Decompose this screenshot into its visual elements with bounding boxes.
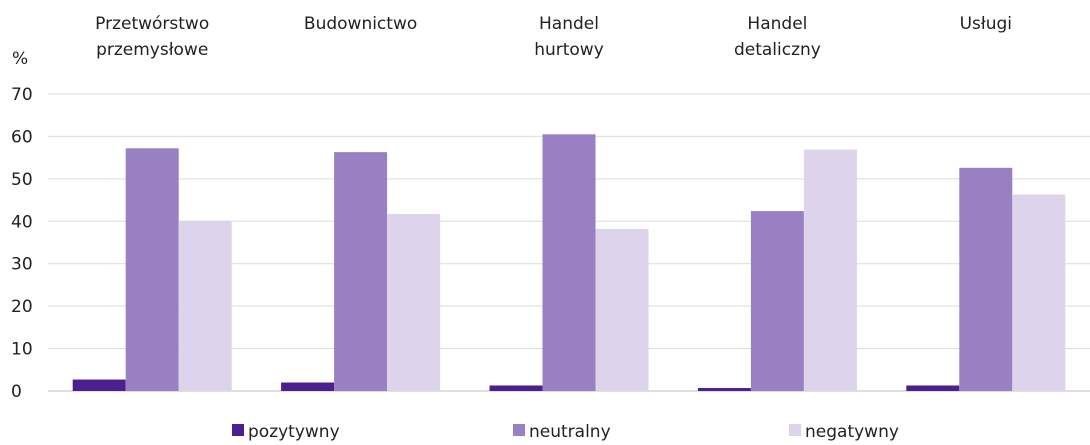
bar-negatywny-1 <box>387 214 441 391</box>
y-tick-label: 60 <box>11 127 33 147</box>
y-tick-label: 40 <box>11 212 33 232</box>
legend-swatch-negatywny <box>789 424 801 436</box>
category-labels: Przetwórstwo przemysłowe Budownictwo Handel… <box>95 14 1012 60</box>
legend: pozytywny neutralny negatywny <box>232 422 899 442</box>
bar-pozytywny-3 <box>697 388 751 391</box>
bar-negatywny-3 <box>803 149 857 391</box>
y-axis-unit-label: % <box>12 49 28 69</box>
bars <box>72 134 1066 392</box>
y-tick-label: 50 <box>11 170 33 190</box>
category-label: Handel <box>747 14 807 34</box>
legend-swatch-neutralny <box>513 424 525 436</box>
bar-pozytywny-1 <box>281 382 335 391</box>
bar-negatywny-4 <box>1012 194 1066 391</box>
legend-label-negatywny: negatywny <box>805 422 899 441</box>
bar-neutralny-3 <box>750 211 804 391</box>
bar-neutralny-2 <box>542 134 596 392</box>
y-tick-label: 70 <box>11 85 33 105</box>
bar-negatywny-0 <box>178 220 232 391</box>
legend-swatch-pozytywny <box>232 424 244 436</box>
bar-neutralny-1 <box>334 152 388 391</box>
category-label: przemysłowe <box>96 40 208 60</box>
category-label: detaliczny <box>734 40 821 60</box>
y-axis-ticks: 0 10 20 30 40 50 60 70 <box>11 85 33 402</box>
bar-negatywny-2 <box>595 228 649 391</box>
bar-pozytywny-4 <box>906 385 960 391</box>
y-tick-label: 20 <box>11 297 33 317</box>
legend-label-neutralny: neutralny <box>529 422 611 441</box>
category-label: Budownictwo <box>304 14 417 34</box>
category-label: hurtowy <box>534 40 604 60</box>
bar-pozytywny-2 <box>489 385 543 391</box>
category-label: Usługi <box>960 14 1012 34</box>
bar-neutralny-0 <box>125 148 179 391</box>
category-label: Handel <box>539 14 599 34</box>
bar-pozytywny-0 <box>72 379 126 391</box>
y-tick-label: 0 <box>11 382 22 402</box>
legend-label-pozytywny: pozytywny <box>248 422 340 441</box>
y-tick-label: 10 <box>11 340 33 360</box>
category-label: Przetwórstwo <box>95 14 209 34</box>
bar-neutralny-4 <box>959 167 1013 391</box>
y-tick-label: 30 <box>11 255 33 275</box>
